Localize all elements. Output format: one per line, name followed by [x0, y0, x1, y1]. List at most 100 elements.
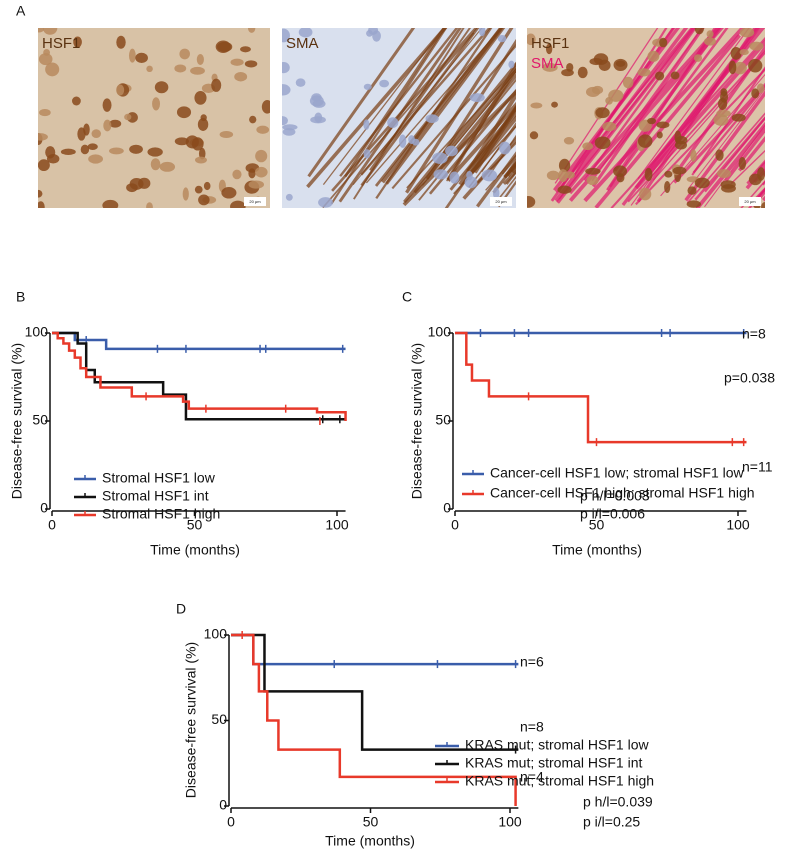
nucleus	[102, 199, 119, 208]
nucleus	[146, 65, 153, 72]
nucleus	[585, 167, 601, 175]
nucleus	[586, 175, 599, 186]
nucleus	[150, 158, 161, 171]
nucleus	[198, 147, 206, 160]
fiber	[365, 28, 503, 184]
nucleus	[87, 143, 98, 151]
nucleus	[129, 178, 144, 190]
nucleus	[674, 130, 682, 144]
nucleus	[387, 117, 399, 128]
nucleus	[527, 33, 536, 46]
nucleus	[379, 79, 390, 88]
nucleus	[739, 28, 755, 38]
nucleus	[221, 187, 237, 199]
fiber	[591, 28, 703, 182]
nucleus	[46, 154, 60, 164]
scale-bar	[739, 197, 761, 206]
x-axis-label: Time (months)	[150, 542, 240, 558]
image-label: SMA	[286, 35, 319, 52]
nucleus	[613, 58, 628, 71]
nucleus	[309, 95, 324, 107]
fiber	[476, 151, 516, 208]
survival-curve	[52, 331, 346, 421]
survival-curve	[231, 633, 519, 666]
nucleus	[366, 29, 373, 37]
survival-curve	[52, 331, 346, 351]
nucleus	[670, 71, 680, 80]
nucleus	[591, 85, 604, 95]
fiber	[704, 116, 765, 193]
nucleus	[254, 166, 268, 178]
nucleus	[247, 28, 256, 33]
x-axis-label: Time (months)	[325, 833, 415, 849]
nucleus	[146, 202, 153, 208]
nucleus	[399, 134, 407, 148]
nucleus	[295, 78, 306, 87]
panel-label: D	[176, 601, 186, 617]
nucleus	[196, 54, 204, 66]
x-tick-label: 50	[589, 517, 605, 533]
fiber	[353, 28, 465, 200]
x-tick-label: 0	[451, 517, 459, 533]
x-axis-label: Time (months)	[552, 542, 642, 558]
nucleus	[594, 136, 611, 150]
fiber	[391, 43, 516, 190]
nucleus	[756, 83, 765, 94]
fiber	[405, 28, 514, 194]
y-tick-label: 50	[32, 412, 48, 428]
nucleus	[124, 113, 132, 121]
nucleus	[577, 66, 588, 79]
scale-bar-label: 20 μm	[249, 199, 261, 204]
nucleus	[190, 66, 205, 75]
nucleus	[690, 149, 697, 162]
fiber	[322, 28, 445, 186]
scale-bar-label: 20 μm	[744, 199, 756, 204]
fiber	[764, 180, 765, 181]
nucleus	[363, 83, 372, 90]
nucleus	[80, 144, 90, 155]
y-axis-label: Disease-free survival (%)	[9, 343, 25, 499]
fiber	[691, 66, 765, 176]
nucleus	[102, 98, 112, 112]
nucleus	[593, 53, 609, 65]
nucleus	[174, 137, 189, 146]
fiber	[637, 28, 750, 179]
y-axis-label: Disease-free survival (%)	[183, 642, 199, 798]
nucleus	[244, 60, 258, 68]
nucleus	[637, 68, 651, 77]
annotation: p h/l=0.039	[583, 794, 653, 810]
nucleus	[42, 28, 58, 35]
nucleus	[282, 116, 288, 126]
legend-label: Cancer-cell HSF1 high; stromal HSF1 high	[490, 485, 755, 501]
fiber	[556, 28, 696, 204]
nucleus	[147, 147, 163, 157]
nucleus	[179, 48, 190, 60]
nucleus	[748, 58, 763, 73]
nucleus	[248, 180, 265, 189]
nucleus	[557, 185, 572, 194]
nucleus	[38, 53, 53, 66]
nucleus	[530, 102, 543, 109]
fiber	[428, 88, 516, 195]
nucleus	[282, 61, 290, 74]
scale-bar	[244, 197, 266, 206]
nucleus	[45, 62, 60, 77]
texture	[38, 28, 765, 208]
nucleus	[174, 64, 187, 73]
nucleus	[109, 119, 122, 128]
nucleus	[687, 186, 697, 195]
texture-group	[527, 28, 765, 208]
nucleus	[433, 169, 448, 180]
y-tick-label: 100	[428, 324, 452, 340]
nucleus	[298, 28, 313, 38]
nucleus	[656, 131, 663, 139]
nucleus	[203, 181, 211, 191]
fiber	[673, 45, 765, 176]
fiber	[684, 90, 765, 202]
nucleus	[546, 170, 560, 181]
nucleus	[716, 168, 732, 179]
nucleus	[240, 46, 251, 53]
nucleus	[613, 165, 628, 177]
nucleus	[558, 158, 571, 173]
survival-curve	[52, 331, 347, 421]
